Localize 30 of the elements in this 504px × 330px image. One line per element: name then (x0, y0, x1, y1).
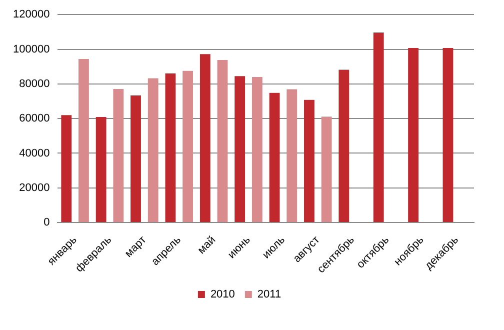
legend-label: 2010 (210, 288, 235, 301)
bar (408, 48, 418, 222)
bar (130, 95, 141, 222)
y-tick-label: 0 (44, 216, 50, 229)
y-tick-label: 80000 (19, 78, 50, 90)
bar (113, 88, 124, 222)
bar (442, 48, 454, 222)
bar (182, 70, 193, 222)
bar (234, 76, 246, 222)
y-tick-label: 40000 (19, 147, 50, 160)
bar (217, 60, 228, 222)
y-tick-label: 100000 (12, 43, 50, 56)
bar (304, 100, 314, 222)
bar (200, 54, 210, 222)
bar (286, 89, 298, 222)
bar (373, 32, 384, 222)
bar (165, 73, 176, 222)
bar (96, 117, 106, 222)
bar (61, 115, 72, 222)
bar (148, 78, 158, 222)
legend-label: 2011 (257, 288, 282, 301)
bar (252, 76, 262, 222)
y-tick-label: 60000 (19, 112, 50, 125)
bar (338, 70, 350, 222)
x-tick-label: май (196, 234, 218, 256)
bar (78, 58, 89, 222)
bar (321, 116, 332, 222)
bar (269, 92, 280, 222)
y-tick-label: 20000 (19, 182, 50, 194)
y-tick-label: 120000 (12, 8, 50, 21)
